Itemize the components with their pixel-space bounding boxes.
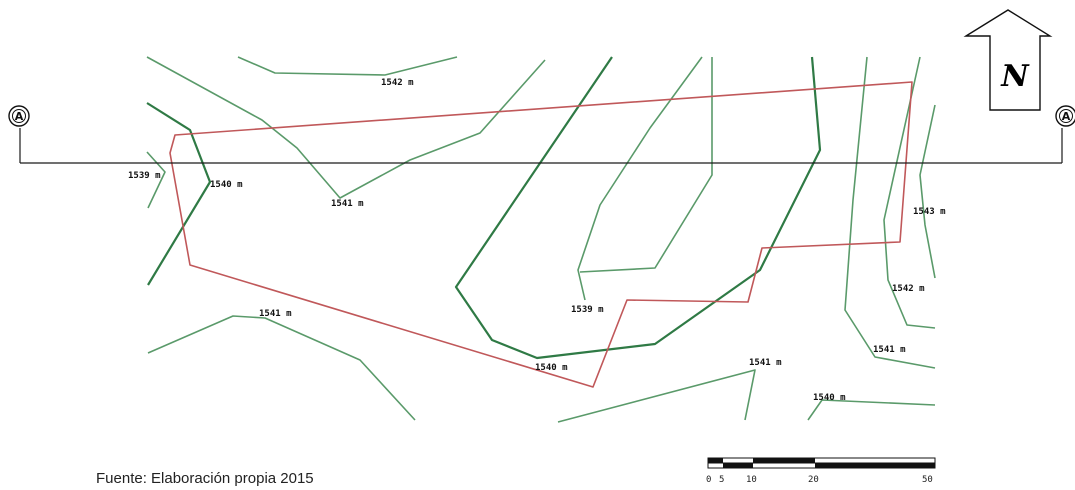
elevation-label: 1540 m (210, 180, 243, 190)
north-arrow-icon (963, 9, 1053, 111)
scale-tick: 10 (746, 475, 757, 485)
contour-line (844, 56, 936, 369)
north-label: N (1000, 59, 1030, 94)
scale-tick: 0 (706, 475, 711, 485)
contour-line (557, 369, 756, 423)
contour-line (883, 56, 936, 329)
contour-line (577, 56, 703, 301)
contour-line (147, 315, 416, 421)
elevation-label: 1541 m (331, 199, 364, 209)
elevation-label: 1541 m (873, 345, 906, 355)
north-arrow: N (963, 9, 1053, 111)
scale-bar: 0 5 10 20 50 (706, 457, 936, 485)
elevation-label: 1542 m (892, 284, 925, 294)
elevation-label: 1539 m (128, 171, 161, 181)
elevation-label: 1541 m (259, 309, 292, 319)
section-marker-right-label: A (1062, 110, 1071, 123)
elevation-label: 1543 m (913, 207, 946, 217)
index-contour-line (146, 102, 212, 286)
elevation-label: 1540 m (535, 363, 568, 373)
elevation-label: 1541 m (749, 358, 782, 368)
section-marker-left-label: A (15, 110, 24, 123)
contour-line (146, 151, 166, 209)
elevation-label: 1542 m (381, 78, 414, 88)
index-contour-line (454, 56, 822, 360)
source-note: Fuente: Elaboración propia 2015 (96, 470, 314, 487)
property-boundary (169, 81, 913, 388)
scale-tick: 50 (922, 475, 933, 485)
section-marker-left: A (8, 105, 30, 127)
elevation-label: 1539 m (571, 305, 604, 315)
elevation-label: 1540 m (813, 393, 846, 403)
scale-tick: 20 (808, 475, 819, 485)
scale-tick: 5 (719, 475, 724, 485)
contour-line (146, 56, 546, 199)
contour-line (807, 399, 936, 421)
contour-line (579, 57, 713, 273)
section-marker-right: A (1055, 105, 1075, 127)
contour-line (237, 56, 458, 76)
contour-line (919, 104, 936, 279)
